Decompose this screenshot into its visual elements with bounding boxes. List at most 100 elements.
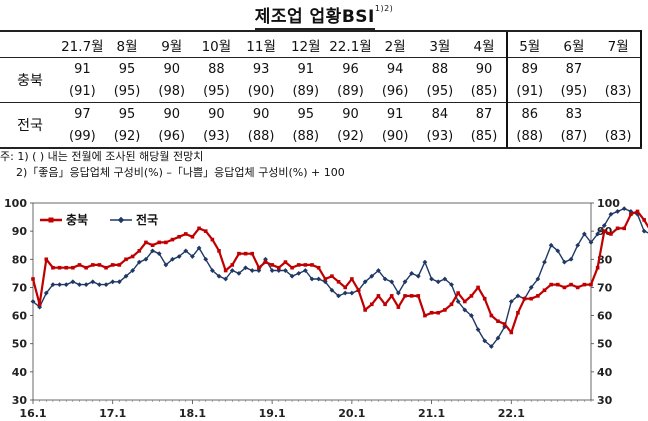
data-point-national: [615, 209, 620, 214]
data-point-chungbuk: [602, 229, 607, 233]
y-tick-label-right: 30: [597, 394, 613, 407]
data-point-chungbuk: [110, 263, 115, 267]
data-point-chungbuk: [343, 285, 348, 290]
data-point-chungbuk: [582, 282, 587, 287]
legend-marker: [48, 217, 54, 223]
x-tick-label: 21.1: [418, 407, 445, 420]
region-label: 충북: [0, 57, 60, 103]
footnote-1: 주: 1) ( ) 내는 전월에 조사된 해당월 전망치: [0, 150, 204, 163]
data-point-chungbuk: [303, 263, 308, 267]
data-point-national: [276, 268, 282, 273]
x-tick-label: 20.1: [338, 407, 365, 420]
actual-value-cell: 90: [163, 106, 180, 122]
column-header: 11월: [238, 30, 284, 58]
data-point-chungbuk: [237, 251, 241, 256]
data-point-chungbuk: [476, 285, 480, 290]
actual-value-cell: 88: [208, 61, 225, 77]
data-point-national: [362, 279, 368, 285]
title-text: 제조업 업황BSI: [254, 7, 375, 30]
data-point-national: [562, 259, 567, 265]
column-header: 22.1월: [328, 30, 373, 58]
data-point-chungbuk: [509, 330, 514, 335]
table-row: 전국 97 95 90 90 90 95 90 91 84 87 86 83: [0, 102, 642, 149]
data-point-national: [249, 268, 255, 273]
column-header: 8월: [104, 30, 150, 58]
data-point-chungbuk: [263, 260, 268, 264]
data-point-chungbuk: [57, 265, 62, 270]
data-point-national: [296, 270, 302, 276]
actual-value-cell: 95: [297, 106, 315, 122]
data-point-chungbuk: [562, 285, 567, 290]
column-header: 3월: [417, 30, 463, 58]
actual-value-cell: 90: [342, 106, 359, 122]
data-point-chungbuk: [157, 240, 162, 245]
data-point-national: [70, 279, 76, 285]
y-tick-label-left: 80: [12, 253, 28, 266]
data-point-chungbuk: [330, 274, 334, 278]
data-point-chungbuk: [177, 234, 181, 239]
data-point-chungbuk: [90, 263, 95, 267]
data-point-chungbuk: [496, 319, 500, 323]
data-point-chungbuk: [522, 296, 527, 301]
data-point-chungbuk: [316, 265, 321, 270]
data-point-chungbuk: [137, 249, 142, 253]
data-point-national: [216, 273, 222, 279]
y-tick-label-right: 40: [597, 366, 613, 379]
data-point-chungbuk: [436, 310, 441, 315]
y-tick-label-left: 90: [12, 225, 28, 238]
data-point-national: [482, 338, 488, 344]
y-tick-label-right: 50: [597, 338, 613, 351]
forecast-value-cell: (93): [417, 125, 463, 149]
data-point-national: [77, 282, 82, 288]
forecast-value-cell: (95): [551, 80, 597, 103]
data-point-chungbuk: [423, 313, 427, 318]
actual-value-cell: 90: [163, 61, 180, 77]
actual-value-cell: 91: [386, 106, 404, 122]
actual-value-cell: 83: [565, 106, 583, 122]
data-point-chungbuk: [589, 282, 593, 287]
forecast-value-cell: (91): [60, 80, 105, 103]
data-point-chungbuk: [376, 294, 381, 298]
data-point-national: [203, 256, 209, 262]
legend-entry: 전국: [136, 212, 158, 227]
data-point-national: [316, 276, 322, 282]
data-point-national: [123, 273, 129, 279]
data-point-chungbuk: [170, 237, 175, 242]
forecast-value-cell: (95): [194, 80, 239, 103]
y-tick-label-right: 60: [597, 310, 613, 323]
data-point-chungbuk: [190, 234, 195, 239]
table-header-row: 21.7월 8월 9월 10월 11월 12월 22.1월 2월 3월 4월 5월 6월 7월: [0, 30, 642, 58]
data-point-national: [110, 279, 116, 285]
forecast-value-cell: (85): [462, 125, 507, 149]
actual-value-cell: 91: [74, 61, 91, 77]
data-point-chungbuk: [230, 263, 235, 267]
data-point-national: [190, 254, 195, 259]
forecast-value-cell: (89): [328, 80, 373, 103]
actual-value-cell: 91: [297, 61, 315, 77]
data-point-national: [283, 268, 288, 273]
footnote-2: 2)「좋음」응답업체 구성비(%) –「나쁨」응답업체 구성비(%) + 100: [16, 166, 345, 179]
title-footnote-markers: 1)2): [374, 4, 394, 13]
series-line-chungbuk: [31, 210, 648, 334]
data-point-chungbuk: [77, 263, 82, 267]
data-point-national: [442, 276, 448, 282]
data-point-chungbuk: [356, 288, 361, 293]
data-point-chungbuk: [217, 249, 221, 253]
data-point-chungbuk: [323, 277, 328, 281]
legend-entry: 충북: [66, 212, 88, 227]
data-point-national: [322, 279, 328, 285]
data-point-chungbuk: [210, 237, 215, 242]
data-point-national: [369, 273, 375, 279]
forecast-value-cell: (83): [596, 125, 642, 149]
x-tick-label: 16.1: [19, 407, 46, 420]
data-point-national: [136, 259, 142, 265]
forecast-value-cell: (90): [238, 80, 284, 103]
y-tick-label-right: 100: [597, 197, 620, 210]
data-point-chungbuk: [462, 299, 467, 304]
data-point-national: [236, 270, 242, 276]
actual-value-cell: 93: [252, 61, 270, 77]
table-row: (91) (95) (98) (95) (90) (89) (89) (96) (95) (85)…: [0, 80, 642, 103]
data-point-national: [103, 282, 109, 288]
region-label: 전국: [0, 102, 60, 149]
data-point-chungbuk: [117, 263, 122, 267]
